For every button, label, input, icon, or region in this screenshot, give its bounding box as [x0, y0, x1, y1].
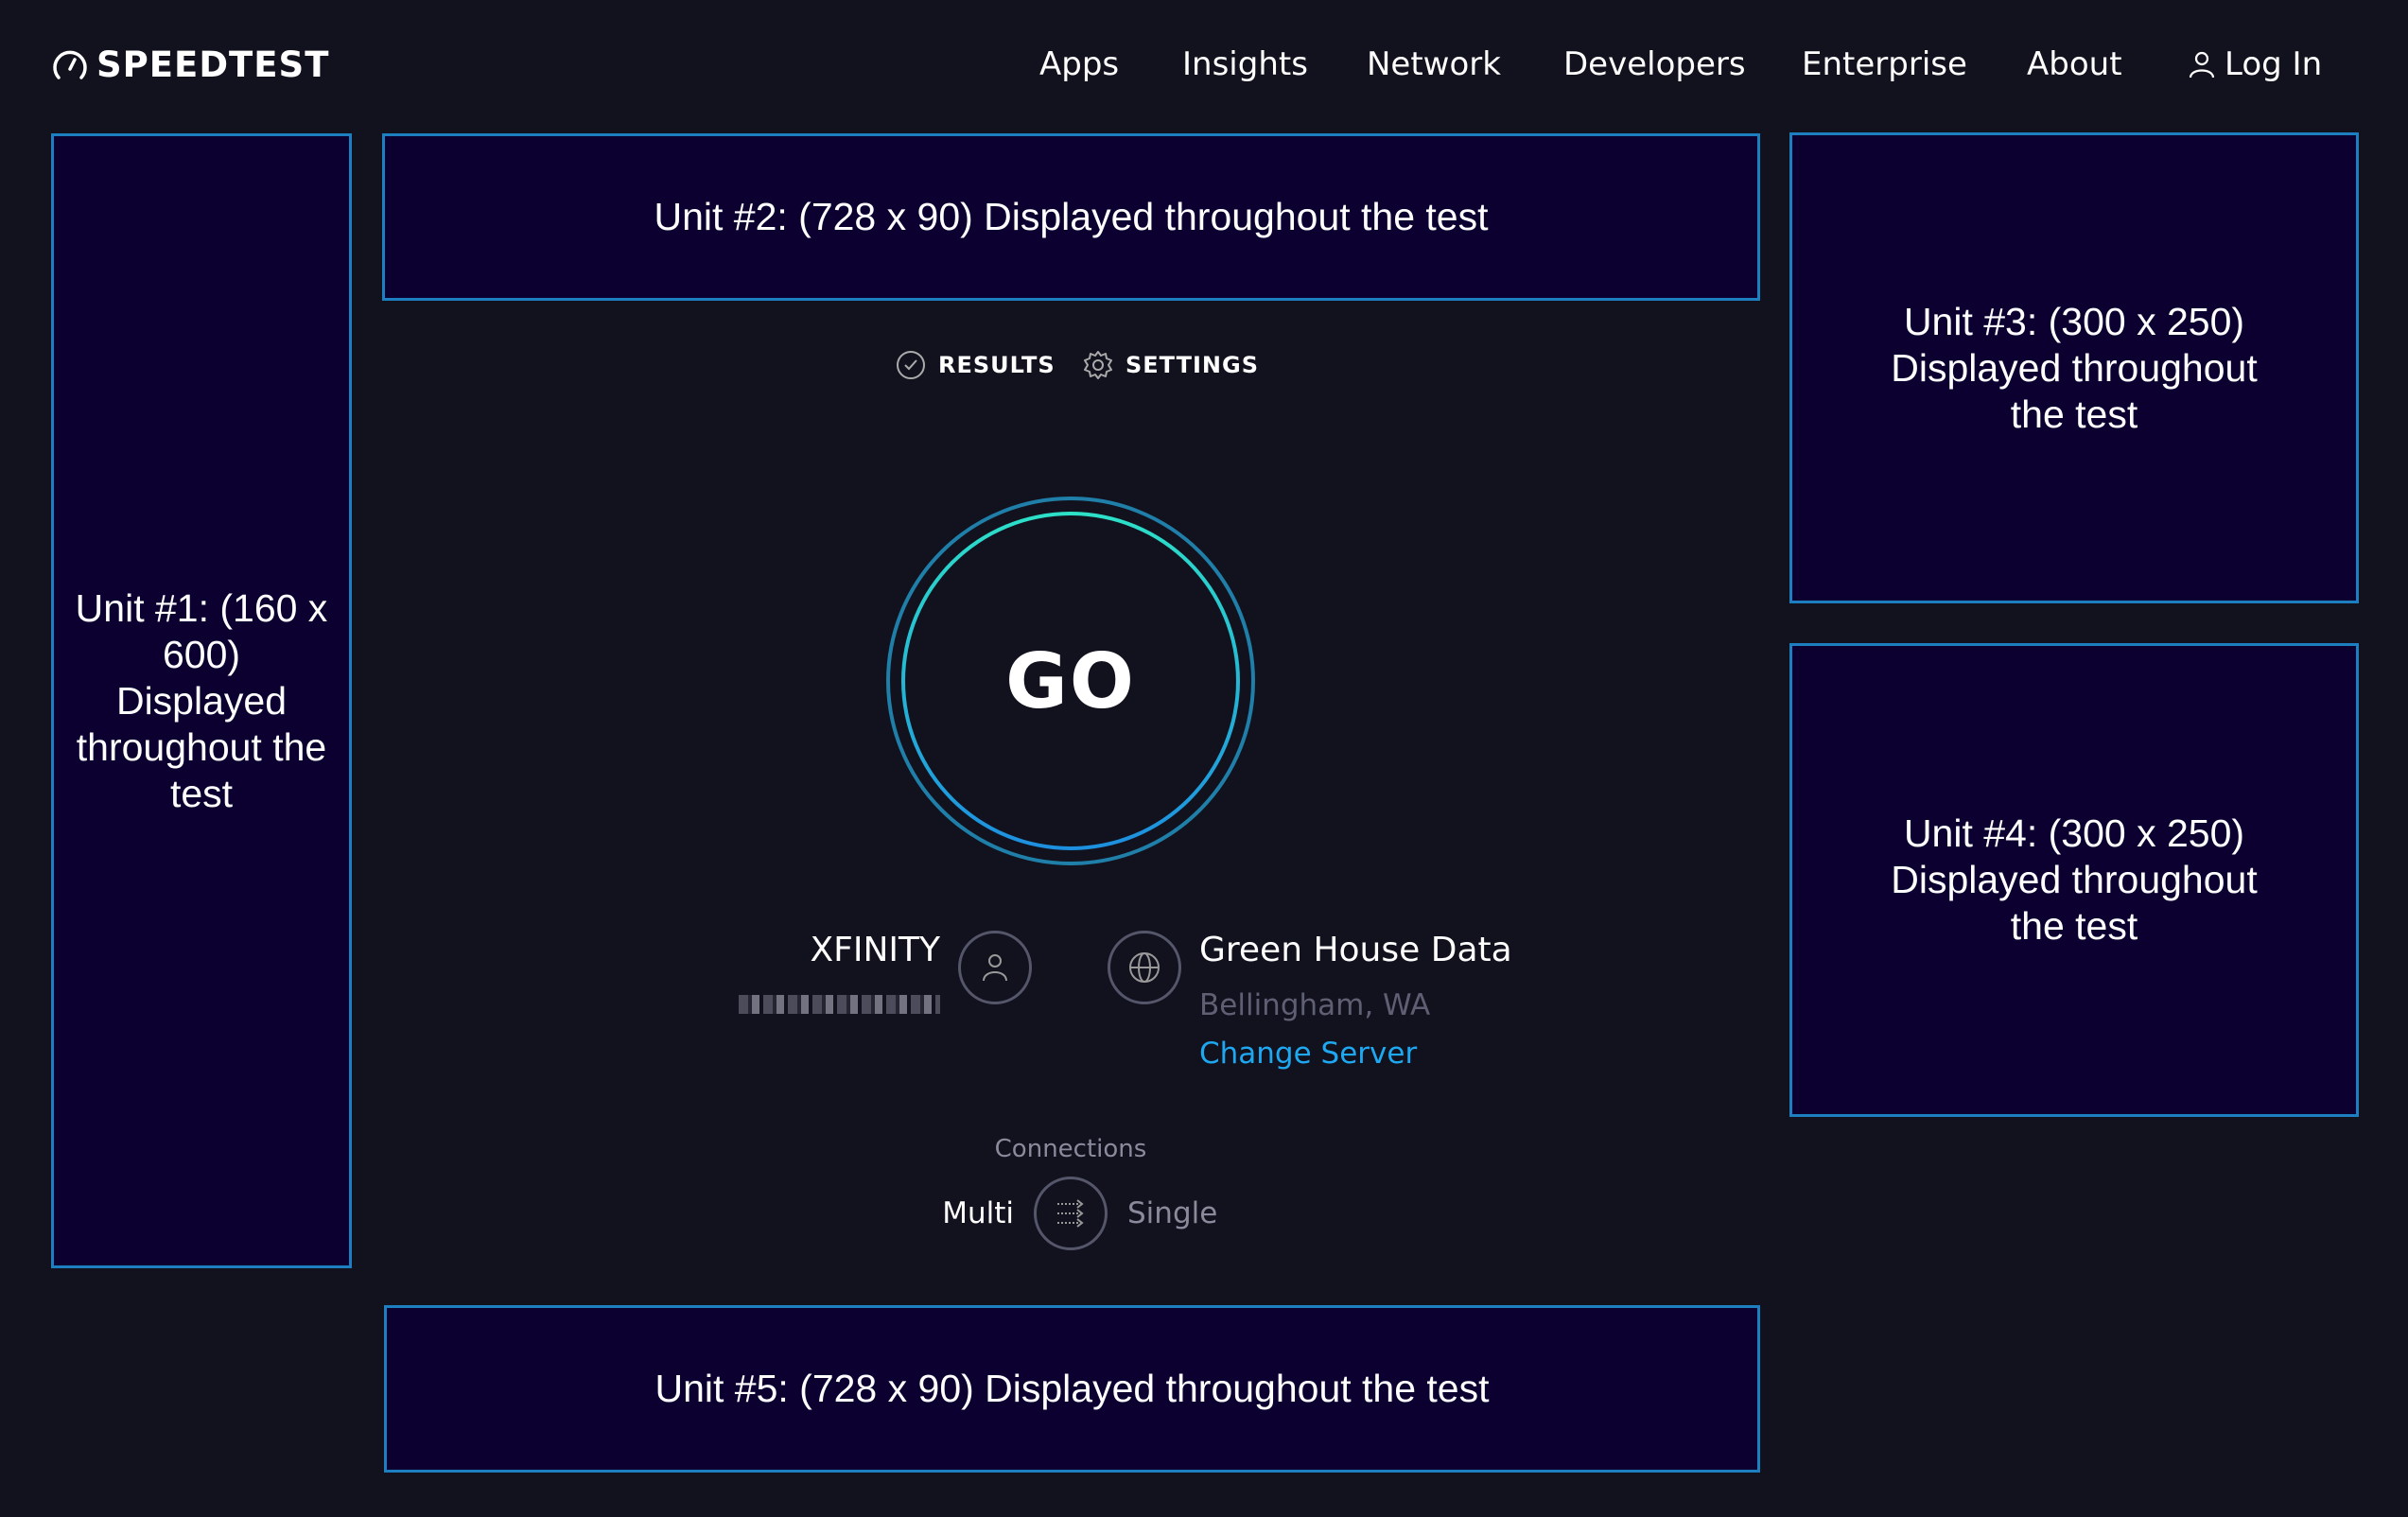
connections-single[interactable]: Single [1127, 1196, 1218, 1230]
server-name: Green House Data [1199, 931, 1512, 969]
connections-label: Connections [994, 1135, 1147, 1163]
server-icon[interactable] [1108, 931, 1181, 1004]
globe-icon [1129, 952, 1160, 983]
tab-settings[interactable]: SETTINGS [1082, 348, 1259, 382]
gear-icon [1084, 351, 1112, 379]
ad-unit-2-text: Unit #2: (728 x 90) Displayed throughout… [654, 195, 1489, 238]
nav-developers[interactable]: Developers [1563, 45, 1746, 83]
tab-results-label: RESULTS [938, 352, 1056, 378]
redacted-ip [739, 995, 940, 1014]
speedometer-icon [53, 50, 87, 79]
isp-icon[interactable] [958, 931, 1032, 1004]
login-label: Log In [2225, 45, 2323, 83]
person-icon [983, 954, 1007, 982]
ad-unit-5[interactable]: Unit #5: (728 x 90) Displayed throughout… [384, 1305, 1760, 1473]
nav-network[interactable]: Network [1367, 45, 1501, 83]
multi-arrows-icon [1057, 1199, 1084, 1228]
check-circle-icon [897, 351, 925, 379]
connections-toggle[interactable] [1034, 1177, 1108, 1250]
nav-insights[interactable]: Insights [1182, 45, 1308, 83]
nav-about[interactable]: About [2027, 45, 2122, 83]
connections-multi[interactable]: Multi [942, 1196, 1014, 1230]
server-location: Bellingham, WA [1199, 988, 1431, 1022]
ad-unit-4[interactable]: Unit #4: (300 x 250) Displayed throughou… [1789, 643, 2359, 1117]
user-icon [2189, 51, 2215, 78]
ad-unit-5-text: Unit #5: (728 x 90) Displayed throughout… [654, 1367, 1490, 1410]
tab-settings-label: SETTINGS [1125, 352, 1259, 378]
ad-unit-1-text: Unit #1: (160 x 600) Displayed throughou… [75, 585, 328, 815]
speedtest-logo[interactable]: SPEEDTEST [51, 44, 329, 85]
ad-unit-3[interactable]: Unit #3: (300 x 250) Displayed throughou… [1789, 132, 2359, 603]
change-server-link[interactable]: Change Server [1199, 1037, 1418, 1071]
tab-results[interactable]: RESULTS [895, 348, 1056, 382]
ad-unit-3-text: Unit #3: (300 x 250) Displayed throughou… [1891, 299, 2258, 436]
nav-enterprise[interactable]: Enterprise [1802, 45, 1967, 83]
ad-unit-4-text: Unit #4: (300 x 250) Displayed throughou… [1891, 811, 2258, 948]
go-label: GO [1005, 636, 1136, 725]
ad-unit-2[interactable]: Unit #2: (728 x 90) Displayed throughout… [382, 133, 1760, 301]
go-button-ring [886, 497, 1255, 865]
logo-text: SPEEDTEST [96, 44, 330, 85]
login-link[interactable]: Log In [2187, 42, 2322, 87]
isp-name: XFINITY [810, 931, 940, 969]
nav-apps[interactable]: Apps [1039, 45, 1120, 83]
go-button[interactable]: GO [901, 512, 1240, 850]
ad-unit-1[interactable]: Unit #1: (160 x 600) Displayed throughou… [51, 133, 352, 1268]
